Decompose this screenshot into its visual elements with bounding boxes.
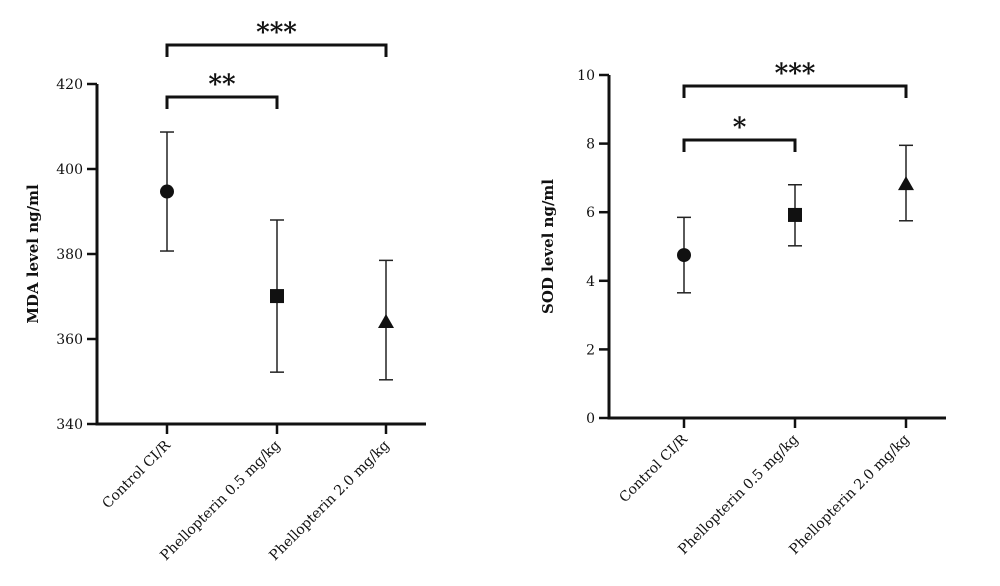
y-tick-label: 400 [56, 162, 83, 178]
significance-bracket [165, 95, 279, 109]
y-tick-label: 380 [56, 247, 83, 263]
y-tick-label: 2 [586, 342, 595, 358]
y-tick-label: 360 [56, 332, 83, 348]
data-point-triangle [898, 176, 914, 191]
significance-label: *** [256, 18, 297, 48]
x-tick-label: Phellopterin 0.5 mg/kg [157, 437, 283, 563]
x-tick-label: Phellopterin 0.5 mg/kg [675, 431, 801, 557]
x-tick-label: Phellopterin 2.0 mg/kg [266, 437, 392, 563]
data-point-triangle [378, 314, 394, 328]
data-point-circle [160, 184, 174, 199]
y-tick-label: 340 [56, 417, 83, 433]
chart-panel-1: 340 360 380 400 420 MDA level ng/ml Control CI… [24, 18, 426, 564]
x-tick-label: Phellopterin 2.0 mg/kg [786, 431, 912, 557]
x-tick-label: Control CI/R [99, 437, 174, 512]
y-axis-label: MDA level ng/ml [24, 184, 42, 324]
significance-label: * [733, 113, 747, 143]
y-tick-label: 10 [577, 68, 595, 84]
y-axis-label: SOD level ng/ml [539, 179, 557, 314]
x-tick-label: Control CI/R [616, 431, 691, 506]
data-point-circle [677, 248, 691, 263]
significance-bracket [682, 84, 908, 98]
y-tick-label: 6 [586, 205, 595, 221]
y-tick-label: 0 [586, 411, 595, 427]
y-tick-label: 4 [586, 274, 595, 290]
data-point-square [270, 289, 284, 304]
significance-bracket [682, 138, 797, 152]
significance-label: ** [208, 70, 236, 100]
significance-label: *** [775, 59, 816, 89]
data-point-square [788, 207, 802, 222]
y-tick-label: 8 [586, 137, 595, 153]
y-tick-label: 420 [56, 77, 83, 93]
significance-bracket [165, 43, 388, 57]
